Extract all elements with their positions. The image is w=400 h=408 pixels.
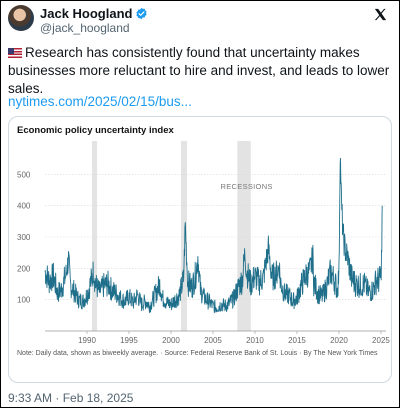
tweet-body: Research has consistently found that unc… [8,45,390,96]
y-tick-label: 300 [17,233,31,242]
article-link[interactable]: nytimes.com/2025/02/15/bus... [8,94,192,109]
author-name-row: Jack Hoogland [40,5,148,22]
chart-image-card[interactable]: Economic policy uncertainty index 100 200… [8,116,392,383]
recession-band [237,141,251,331]
x-tick-label: 2015 [288,336,306,345]
x-tick-label: 1995 [120,336,138,345]
x-tick-label: 2025 [372,336,390,345]
y-tick-label: 500 [17,170,31,179]
x-tick-label: 2010 [246,336,264,345]
x-logo-icon[interactable] [373,7,388,22]
author-handle[interactable]: @jack_hoogland [40,21,130,35]
recession-band [181,141,187,331]
tweet-header: Jack Hoogland @jack_hoogland [8,5,388,39]
chart-note: Note: Daily data, shown as biweekly aver… [17,350,378,357]
x-tick-label: 2020 [330,336,348,345]
x-tick-label: 2000 [162,336,180,345]
x-tick-label: 1990 [78,336,96,345]
author-name[interactable]: Jack Hoogland [40,6,133,21]
tweet-timestamp[interactable]: 9:33 AM · Feb 18, 2025 [8,391,134,405]
series-line [44,157,383,314]
verified-badge-icon [136,7,148,20]
y-tick-label: 100 [17,296,31,305]
avatar[interactable] [8,5,34,31]
y-tick-label: 200 [17,264,31,273]
uncertainty-chart: 100 200 300 400 500 1990 1995 2000 2005 2010 2015 2… [17,141,390,345]
us-flag-icon [8,48,22,58]
recessions-label: RECESSIONS [221,182,273,191]
recession-band [92,141,98,331]
y-tick-label: 400 [17,202,31,211]
tweet-text: Research has consistently found that unc… [8,44,393,98]
x-tick-label: 2005 [204,336,222,345]
chart-title: Economic policy uncertainty index [17,125,174,136]
